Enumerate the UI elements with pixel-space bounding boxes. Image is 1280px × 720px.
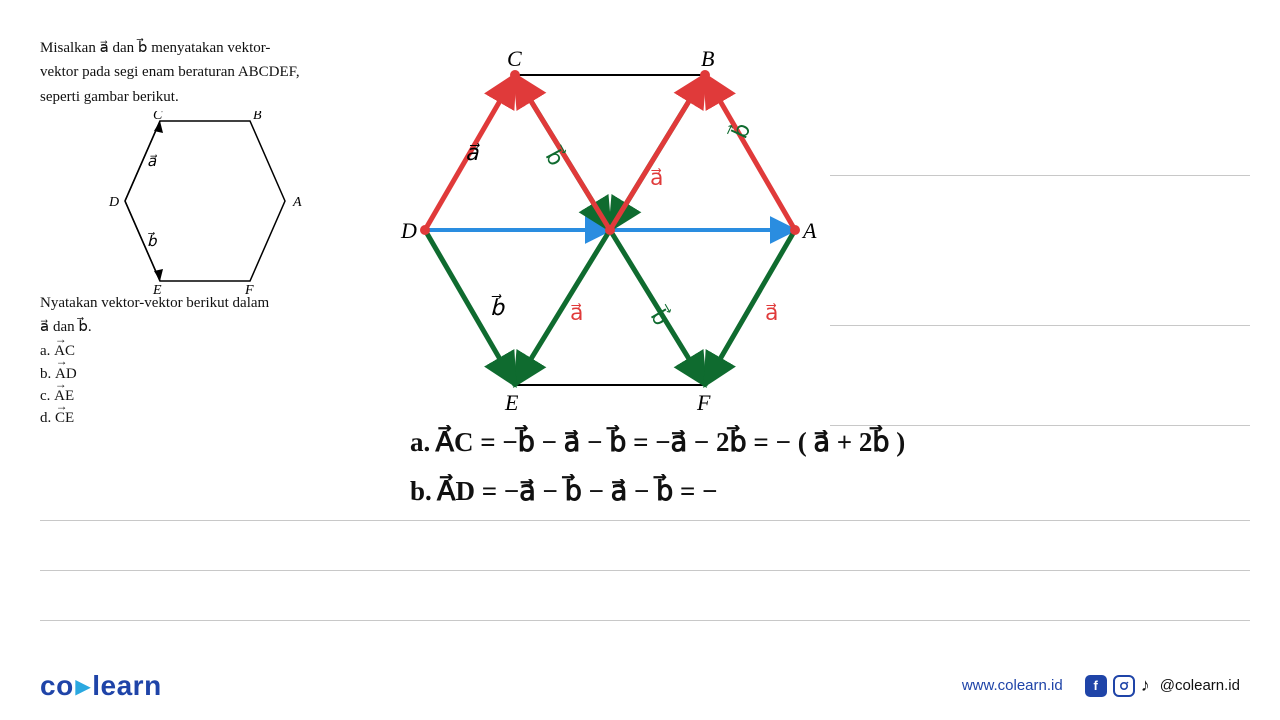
ask-line-2: a⃗ dan b⃗.: [40, 317, 370, 337]
option-c: c. AE: [40, 386, 370, 406]
node-A: [790, 225, 800, 235]
label-D: D: [108, 195, 119, 210]
rule-line: [830, 325, 1250, 326]
label-B: B: [701, 46, 714, 71]
label-B: B: [253, 111, 262, 123]
solution-line-a: a. A⃗C = −b⃗ − a⃗ − b⃗ = −a⃗ − 2b⃗ = − (…: [410, 418, 1030, 467]
option-a: a. AC: [40, 341, 370, 361]
red-a-label: a⃗: [765, 300, 778, 325]
label-F: F: [696, 390, 711, 415]
ask-line-1: Nyatakan vektor-vektor berikut dalam: [40, 293, 370, 313]
label-C: C: [153, 111, 163, 123]
problem-statement: Misalkan a⃗ dan b⃗ menyatakan vektor- ve…: [40, 38, 370, 430]
green-arrow: [705, 230, 795, 385]
label-E: E: [152, 283, 162, 296]
brand-part-2: learn: [92, 670, 161, 701]
label-C: C: [507, 46, 522, 71]
red-arrow: [610, 75, 705, 230]
red-a-label: a⃗: [570, 300, 583, 325]
handwritten-solution: a. A⃗C = −b⃗ − a⃗ − b⃗ = −a⃗ − 2b⃗ = − (…: [410, 418, 1030, 515]
green-arrow: [610, 230, 705, 385]
green-b-label: b⃗: [539, 143, 570, 170]
social-icons: f ♪ @colearn.id: [1085, 675, 1240, 697]
rule-line: [830, 175, 1250, 176]
label-D: D: [400, 218, 417, 243]
option-b: b. AD: [40, 364, 370, 384]
red-arrow: [705, 75, 795, 230]
label-A: A: [292, 195, 302, 210]
node-C: [510, 70, 520, 80]
annotated-hexagon-figure: A B C D E F a⃗ b⃗ a⃗ a⃗ a⃗ b⃗ b⃗ b⃗: [395, 30, 825, 410]
footer-website: www.colearn.id: [962, 677, 1063, 694]
vec-b-label: b⃗: [490, 294, 505, 320]
question-list: a. AC b. AD c. AE d. CE: [40, 341, 370, 428]
node-B: [700, 70, 710, 80]
vec-b-label: b⃗: [147, 231, 158, 250]
solution-line-b: b. A⃗D = −a⃗ − b⃗ − a⃗ − b⃗ = −: [410, 467, 1030, 516]
brand-separator-icon: ▸: [74, 670, 93, 701]
label-F: F: [244, 283, 254, 296]
intro-line-3: seperti gambar berikut.: [40, 87, 370, 107]
label-A: A: [801, 218, 817, 243]
rule-line: [40, 620, 1250, 621]
footer-handle: @colearn.id: [1160, 677, 1240, 694]
small-hexagon-figure: A B C D E F a⃗ b⃗: [85, 111, 325, 291]
brand-part-1: co: [40, 670, 74, 701]
brand-logo: co▸learn: [40, 669, 162, 702]
tiktok-icon: ♪: [1141, 675, 1150, 697]
node-O: [605, 225, 615, 235]
facebook-icon: f: [1085, 675, 1107, 697]
red-a-label: a⃗: [650, 165, 663, 190]
intro-line-2: vektor pada segi enam beraturan ABCDEF,: [40, 62, 370, 82]
instagram-icon: [1113, 675, 1135, 697]
node-D: [420, 225, 430, 235]
rule-line: [40, 520, 1250, 521]
intro-line-1: Misalkan a⃗ dan b⃗ menyatakan vektor-: [40, 38, 370, 58]
option-d: d. CE: [40, 408, 370, 428]
green-arrow: [515, 230, 610, 385]
rule-line: [40, 570, 1250, 571]
label-E: E: [504, 390, 519, 415]
footer-bar: co▸learn www.colearn.id f ♪ @colearn.id: [0, 669, 1280, 702]
vec-a-label: a⃗: [147, 154, 158, 170]
vec-a-label: a⃗: [465, 140, 481, 165]
